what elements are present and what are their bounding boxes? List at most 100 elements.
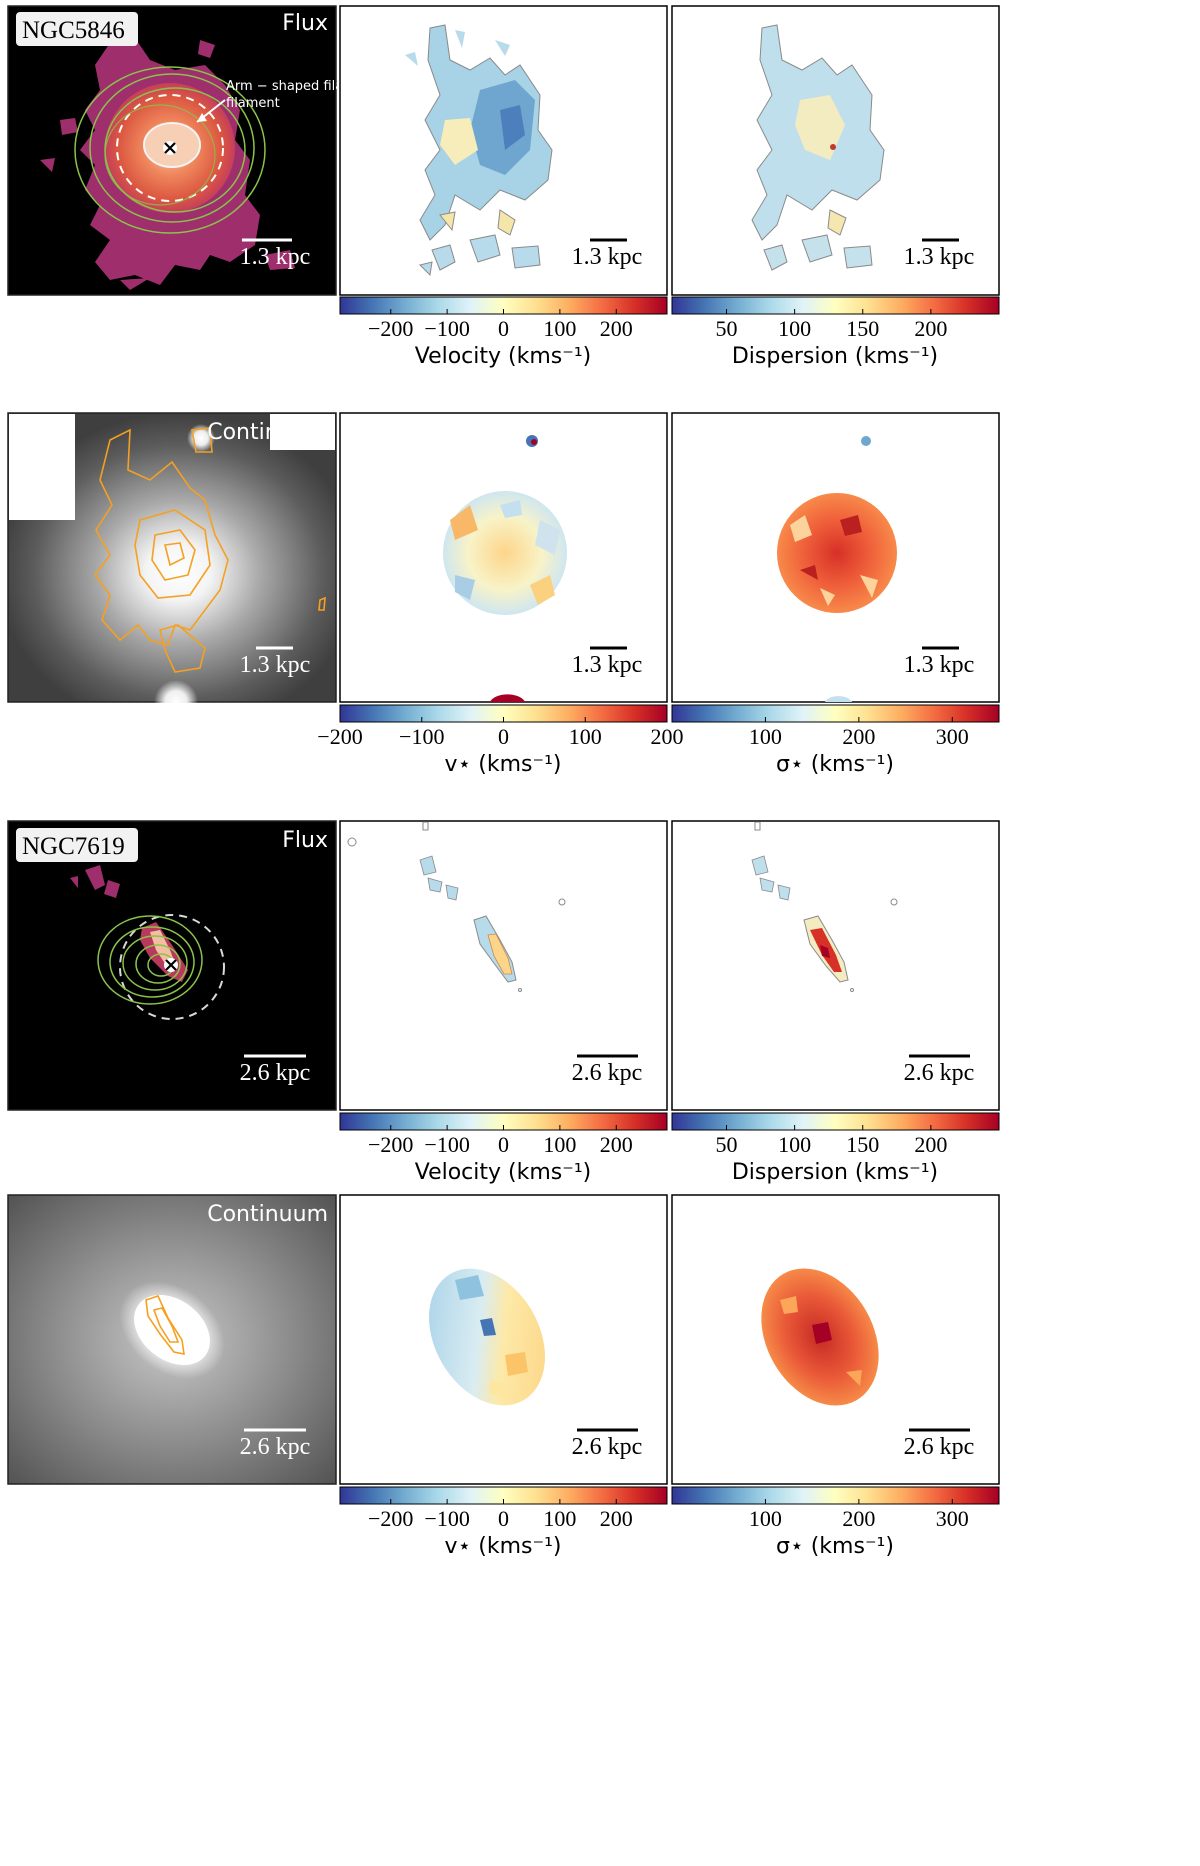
colorbar-tick-label: 100 — [778, 316, 811, 341]
stellar-dispersion-panel: 2.6 kpc — [671, 1194, 1000, 1485]
colorbar-label: Dispersion (kms⁻¹) — [732, 1160, 938, 1185]
galaxy-label: NGC5846 — [22, 17, 125, 44]
panel-label: Flux — [282, 828, 328, 853]
colorbar-tick-label: 200 — [842, 1506, 875, 1531]
scale-label: 2.6 kpc — [572, 1060, 643, 1086]
velocity-colorbar: −200 −100 0 100 200 Velocity (kms⁻¹) — [339, 296, 668, 369]
scale-label: 1.3 kpc — [904, 652, 975, 678]
colorbar-tick-label: 0 — [498, 316, 509, 341]
scale-label: 1.3 kpc — [904, 244, 975, 270]
gas-dispersion-map — [751, 821, 898, 992]
stellar-velocity-panel: 1.3 kpc — [339, 412, 668, 703]
scale-label: 2.6 kpc — [904, 1434, 975, 1460]
colorbar-label: Dispersion (kms⁻¹) — [732, 344, 938, 369]
scale-label: 1.3 kpc — [572, 652, 643, 678]
colorbar-label: Velocity (kms⁻¹) — [415, 1160, 592, 1185]
stellar-velocity-colorbar: −200 −100 0 100 200 v⋆ (kms⁻¹) — [317, 704, 684, 777]
row-stars-ngc7619: Continuum 2.6 kpc 2.6 kpc — [7, 1194, 1000, 1559]
velocity-colorbar: −200 −100 0 100 200 Velocity (kms⁻¹) — [339, 1112, 668, 1185]
colorbar-tick-label: 200 — [842, 724, 875, 749]
colorbar-tick-label: 0 — [498, 1132, 509, 1157]
colorbar-tick-label: 100 — [778, 1132, 811, 1157]
continuum-panel: Continuum 2.6 kpc — [7, 1194, 337, 1485]
flux-panel: NGC7619 Flux 2.6 kpc — [7, 820, 337, 1111]
stellar-velocity-map — [443, 435, 567, 702]
colorbar-tick-label: 100 — [543, 1506, 576, 1531]
gas-velocity-panel: 2.6 kpc — [339, 820, 668, 1111]
gas-velocity-map — [405, 24, 553, 277]
masked-corner — [9, 414, 335, 520]
scale-label: 2.6 kpc — [572, 1434, 643, 1460]
row-gas-ngc5846: Arm − shaped filament filament NGC5846 F… — [7, 5, 1000, 369]
scale-label: 1.3 kpc — [572, 244, 643, 270]
gas-dispersion-map — [751, 24, 885, 271]
center-cross-marker — [164, 958, 178, 972]
colorbar-tick-label: −200 — [317, 724, 362, 749]
colorbar-tick-label: 300 — [936, 1506, 969, 1531]
colorbar-label: Velocity (kms⁻¹) — [415, 344, 592, 369]
colorbar-tick-label: 50 — [716, 316, 738, 341]
colorbar-tick-label: 200 — [914, 1132, 947, 1157]
galaxy-label-box — [16, 828, 138, 862]
row-stars-ngc5846: Continuum 1.3 kpc 1.3 kpc — [7, 412, 1000, 777]
scale-label: 1.3 kpc — [240, 652, 311, 678]
scale-label: 1.3 kpc — [240, 244, 311, 270]
colorbar-tick-label: −200 — [368, 1132, 413, 1157]
galaxy-label: NGC7619 — [22, 833, 125, 860]
colorbar-tick-label: −100 — [399, 724, 444, 749]
scale-label: 2.6 kpc — [240, 1060, 311, 1086]
panel-label: Flux — [282, 11, 328, 36]
colorbar-tick-label: −200 — [368, 316, 413, 341]
scale-label: 2.6 kpc — [240, 1434, 311, 1460]
colorbar-tick-label: 100 — [749, 724, 782, 749]
stellar-dispersion-colorbar: 100 200 300 σ⋆ (kms⁻¹) — [671, 704, 1000, 777]
stellar-dispersion-map — [777, 436, 897, 702]
gas-dispersion-panel: 2.6 kpc — [671, 820, 1000, 1111]
colorbar-tick-label: 100 — [543, 1132, 576, 1157]
panel-label: Continuum — [207, 1202, 328, 1227]
center-cross-marker — [163, 141, 177, 155]
colorbar-tick-label: −200 — [368, 1506, 413, 1531]
stellar-dispersion-map — [761, 1268, 879, 1406]
colorbar-tick-label: 0 — [498, 724, 509, 749]
gas-velocity-map — [347, 821, 566, 992]
colorbar-label: v⋆ (kms⁻¹) — [444, 1534, 561, 1559]
stellar-dispersion-panel: 1.3 kpc — [671, 412, 1000, 703]
flux-panel: Arm − shaped filament filament NGC5846 F… — [7, 5, 377, 296]
galaxy-label-box — [16, 12, 138, 46]
colorbar-tick-label: 200 — [600, 1132, 633, 1157]
stellar-velocity-panel: 2.6 kpc — [339, 1194, 668, 1485]
flux-emission-map — [70, 865, 225, 1020]
gas-contours — [145, 1295, 185, 1356]
colorbar-tick-label: 150 — [846, 1132, 879, 1157]
colorbar-tick-label: −100 — [424, 1506, 469, 1531]
colorbar-tick-label: 200 — [914, 316, 947, 341]
dispersion-colorbar: 50 100 150 200 Dispersion (kms⁻¹) — [671, 296, 1000, 369]
colorbar-label: σ⋆ (kms⁻¹) — [776, 1534, 894, 1559]
scale-label: 2.6 kpc — [904, 1060, 975, 1086]
colorbar-tick-label: 200 — [600, 1506, 633, 1531]
colorbar-label: v⋆ (kms⁻¹) — [444, 752, 561, 777]
colorbar-tick-label: 300 — [936, 724, 969, 749]
colorbar-label: σ⋆ (kms⁻¹) — [776, 752, 894, 777]
filament-arrow — [196, 99, 226, 123]
colorbar-tick-label: 50 — [716, 1132, 738, 1157]
stellar-dispersion-colorbar: 100 200 300 σ⋆ (kms⁻¹) — [671, 1486, 1000, 1559]
gas-velocity-panel: 1.3 kpc — [339, 5, 668, 296]
colorbar-tick-label: −100 — [424, 1132, 469, 1157]
gas-contours — [94, 427, 326, 673]
continuum-panel: Continuum 1.3 kpc — [7, 412, 337, 724]
dispersion-colorbar: 50 100 150 200 Dispersion (kms⁻¹) — [671, 1112, 1000, 1185]
stellar-velocity-map — [429, 1268, 545, 1406]
row-gas-ngc7619: NGC7619 Flux 2.6 kpc 2.6 kpc — [7, 820, 1000, 1185]
gas-dispersion-panel: 1.3 kpc — [671, 5, 1000, 296]
colorbar-tick-label: 100 — [569, 724, 602, 749]
colorbar-tick-label: 100 — [543, 316, 576, 341]
colorbar-tick-label: 200 — [651, 724, 684, 749]
filament-annotation-line2: filament — [226, 96, 280, 111]
colorbar-tick-label: 150 — [846, 316, 879, 341]
colorbar-tick-label: 0 — [498, 1506, 509, 1531]
colorbar-tick-label: 200 — [600, 316, 633, 341]
colorbar-tick-label: −100 — [424, 316, 469, 341]
